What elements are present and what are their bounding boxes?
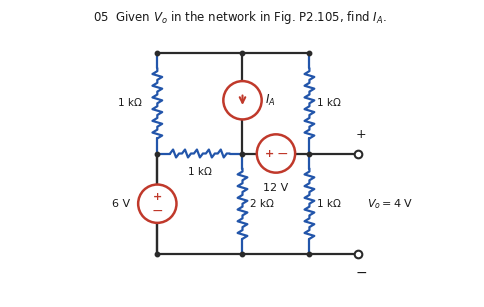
Circle shape bbox=[256, 134, 295, 173]
Text: 6 V: 6 V bbox=[112, 199, 130, 209]
Text: +: + bbox=[265, 149, 274, 158]
Text: +: + bbox=[152, 192, 162, 202]
Text: 12 V: 12 V bbox=[263, 183, 288, 193]
Text: 1 kΩ: 1 kΩ bbox=[317, 199, 340, 209]
Text: 1 kΩ: 1 kΩ bbox=[188, 167, 212, 177]
Text: 1 kΩ: 1 kΩ bbox=[118, 98, 141, 108]
Text: −: − bbox=[276, 146, 288, 161]
Text: 2 kΩ: 2 kΩ bbox=[250, 199, 273, 209]
Text: +: + bbox=[355, 128, 366, 141]
Text: 1 kΩ: 1 kΩ bbox=[317, 98, 340, 108]
Circle shape bbox=[138, 185, 176, 223]
Circle shape bbox=[223, 81, 261, 119]
Text: −: − bbox=[151, 204, 163, 217]
Text: $V_o = 4$ V: $V_o = 4$ V bbox=[366, 197, 413, 211]
Text: 05  Given $V_o$ in the network in Fig. P2.105, find $I_A$.: 05 Given $V_o$ in the network in Fig. P2… bbox=[93, 9, 386, 26]
Text: $I_A$: $I_A$ bbox=[264, 93, 275, 108]
Text: −: − bbox=[355, 266, 366, 280]
